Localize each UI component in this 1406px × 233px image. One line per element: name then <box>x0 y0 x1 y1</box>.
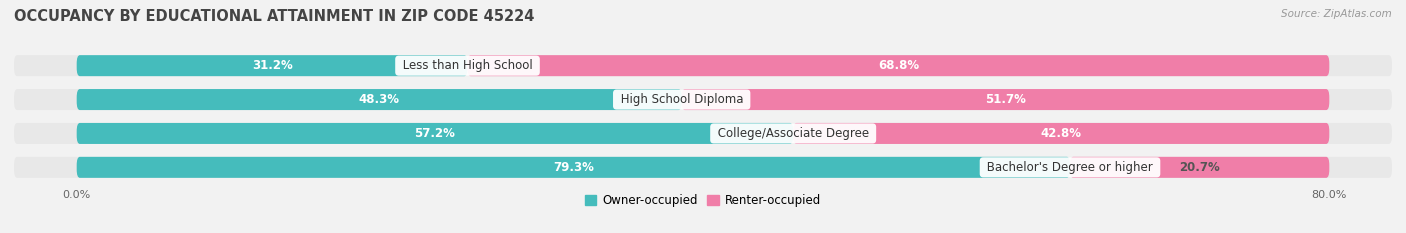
Text: Bachelor's Degree or higher: Bachelor's Degree or higher <box>983 161 1157 174</box>
Text: 57.2%: 57.2% <box>415 127 456 140</box>
Text: High School Diploma: High School Diploma <box>617 93 747 106</box>
FancyBboxPatch shape <box>793 123 1329 144</box>
FancyBboxPatch shape <box>14 55 1392 76</box>
Text: 48.3%: 48.3% <box>359 93 399 106</box>
FancyBboxPatch shape <box>77 89 682 110</box>
Text: 79.3%: 79.3% <box>553 161 593 174</box>
Text: 42.8%: 42.8% <box>1040 127 1081 140</box>
FancyBboxPatch shape <box>682 89 1329 110</box>
Text: 68.8%: 68.8% <box>877 59 920 72</box>
FancyBboxPatch shape <box>468 55 1329 76</box>
Legend: Owner-occupied, Renter-occupied: Owner-occupied, Renter-occupied <box>579 190 827 212</box>
FancyBboxPatch shape <box>77 55 468 76</box>
FancyBboxPatch shape <box>77 157 1070 178</box>
Text: 31.2%: 31.2% <box>252 59 292 72</box>
FancyBboxPatch shape <box>14 89 1392 110</box>
Text: Source: ZipAtlas.com: Source: ZipAtlas.com <box>1281 9 1392 19</box>
FancyBboxPatch shape <box>77 123 793 144</box>
FancyBboxPatch shape <box>14 157 1392 178</box>
Text: 80.0%: 80.0% <box>1312 190 1347 200</box>
Text: College/Associate Degree: College/Associate Degree <box>714 127 873 140</box>
Text: Less than High School: Less than High School <box>399 59 536 72</box>
Text: 51.7%: 51.7% <box>986 93 1026 106</box>
Text: OCCUPANCY BY EDUCATIONAL ATTAINMENT IN ZIP CODE 45224: OCCUPANCY BY EDUCATIONAL ATTAINMENT IN Z… <box>14 9 534 24</box>
FancyBboxPatch shape <box>1070 157 1329 178</box>
Text: 20.7%: 20.7% <box>1180 161 1220 174</box>
FancyBboxPatch shape <box>14 123 1392 144</box>
Text: 0.0%: 0.0% <box>62 190 91 200</box>
